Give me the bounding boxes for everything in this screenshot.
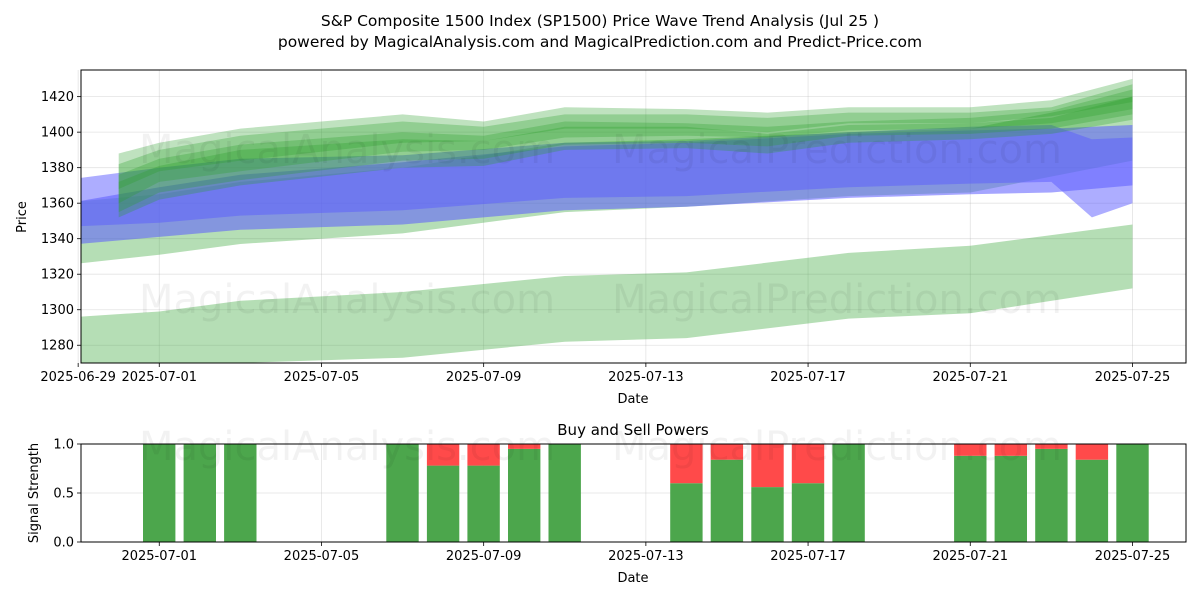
watermark-text: MagicalPrediction.com <box>612 277 1062 323</box>
sell-bar <box>954 444 987 456</box>
sell-bar <box>467 444 500 466</box>
price-x-axis-label: Date <box>617 392 648 407</box>
buy-bar <box>1035 448 1068 542</box>
sell-bar <box>994 444 1027 456</box>
y-tick-label: 1420 <box>41 90 74 105</box>
watermark-text: MagicalAnalysis.com <box>139 424 555 470</box>
x-tick-label: 2025-06-29 <box>40 370 116 385</box>
y-tick-label: 0.5 <box>53 487 74 502</box>
y-tick-label: 1340 <box>41 232 74 247</box>
chart-title: S&P Composite 1500 Index (SP1500) Price … <box>321 12 879 30</box>
sell-bar <box>426 444 460 466</box>
watermark-text: MagicalPrediction.com <box>612 424 1062 470</box>
sell-bar <box>791 444 825 484</box>
x-tick-label: 2025-07-09 <box>446 370 522 385</box>
buy-bar <box>994 455 1027 542</box>
buy-bar <box>467 465 500 542</box>
x-tick-label: 2025-07-01 <box>121 549 197 564</box>
x-tick-label: 2025-07-01 <box>121 370 197 385</box>
price-y-ticks: 1280 1300 1320 1340 1360 1380 1400 1420 <box>41 90 81 354</box>
x-tick-label: 2025-07-09 <box>446 549 522 564</box>
buy-bar <box>954 455 987 542</box>
buy-bar <box>224 444 257 542</box>
x-tick-label: 2025-07-13 <box>608 549 684 564</box>
prediction-band <box>81 224 1133 363</box>
buy-bar <box>791 483 825 542</box>
x-tick-label: 2025-07-25 <box>1095 370 1171 385</box>
buy-bar <box>1116 444 1149 542</box>
sell-bar <box>508 444 541 449</box>
x-tick-label: 2025-07-13 <box>608 370 684 385</box>
watermark-text: MagicalAnalysis.com <box>139 127 555 173</box>
x-tick-label: 2025-07-17 <box>770 370 846 385</box>
y-tick-label: 0.0 <box>53 536 74 551</box>
prediction-band <box>118 89 1133 213</box>
y-tick-label: 1380 <box>41 161 74 176</box>
buy-bar <box>508 448 541 542</box>
x-tick-label: 2025-07-05 <box>284 370 360 385</box>
signal-bars <box>143 444 1149 542</box>
watermark-text: MagicalPrediction.com <box>612 127 1062 173</box>
prediction-band <box>118 78 1133 189</box>
sell-bar <box>751 444 784 488</box>
buy-bar <box>751 487 784 542</box>
signal-watermarks: MagicalAnalysis.com MagicalPrediction.co… <box>139 424 1062 470</box>
sell-bar <box>710 444 744 460</box>
chart-subtitle: powered by MagicalAnalysis.com and Magic… <box>278 33 922 51</box>
watermark-text: MagicalAnalysis.com <box>139 277 555 323</box>
y-tick-label: 1320 <box>41 268 74 283</box>
y-tick-label: 1.0 <box>53 438 74 453</box>
buy-bar <box>832 444 865 542</box>
buy-bar <box>1075 459 1109 542</box>
y-tick-label: 1300 <box>41 303 74 318</box>
signal-x-axis-label: Date <box>617 571 648 586</box>
prediction-band <box>118 84 1133 204</box>
signal-x-ticks: 2025-07-01 2025-07-05 2025-07-09 2025-07-13… <box>121 542 1170 564</box>
y-tick-label: 1280 <box>41 339 74 354</box>
x-tick-label: 2025-07-25 <box>1095 549 1171 564</box>
x-tick-label: 2025-07-21 <box>932 549 1008 564</box>
prediction-band <box>81 125 1133 244</box>
buy-bar <box>386 444 419 542</box>
signal-chart-title: Buy and Sell Powers <box>557 421 709 439</box>
price-panel: MagicalAnalysis.com MagicalPrediction.co… <box>15 69 1187 407</box>
y-tick-label: 1400 <box>41 126 74 141</box>
buy-bar <box>548 444 581 542</box>
price-bands <box>81 78 1133 363</box>
x-tick-label: 2025-07-05 <box>284 549 360 564</box>
buy-bar <box>710 459 744 542</box>
prediction-band <box>118 96 1133 218</box>
buy-bar <box>183 444 216 542</box>
buy-bar <box>426 465 460 542</box>
price-axes-frame <box>80 69 1187 364</box>
signal-y-axis-label: Signal Strength <box>27 443 42 543</box>
price-y-axis-label: Price <box>15 201 30 233</box>
y-tick-label: 1360 <box>41 197 74 212</box>
signal-y-ticks: 0.0 0.5 1.0 <box>53 438 81 551</box>
buy-bar <box>143 444 176 542</box>
price-watermarks: MagicalAnalysis.com MagicalPrediction.co… <box>139 127 1062 323</box>
sell-bar <box>1075 444 1109 460</box>
x-tick-label: 2025-07-17 <box>770 549 846 564</box>
sell-bar <box>1035 444 1068 449</box>
sell-bar <box>670 444 703 484</box>
signal-panel: Buy and Sell Powers MagicalAnalysis.com … <box>27 421 1187 586</box>
price-x-ticks: 2025-06-29 2025-07-01 2025-07-05 2025-07-09… <box>40 363 1170 385</box>
buy-bar <box>670 483 703 542</box>
x-tick-label: 2025-07-21 <box>932 370 1008 385</box>
